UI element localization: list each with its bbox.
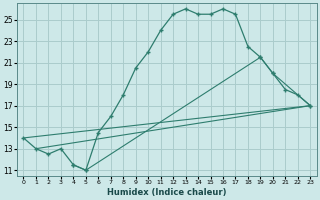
X-axis label: Humidex (Indice chaleur): Humidex (Indice chaleur): [107, 188, 227, 197]
